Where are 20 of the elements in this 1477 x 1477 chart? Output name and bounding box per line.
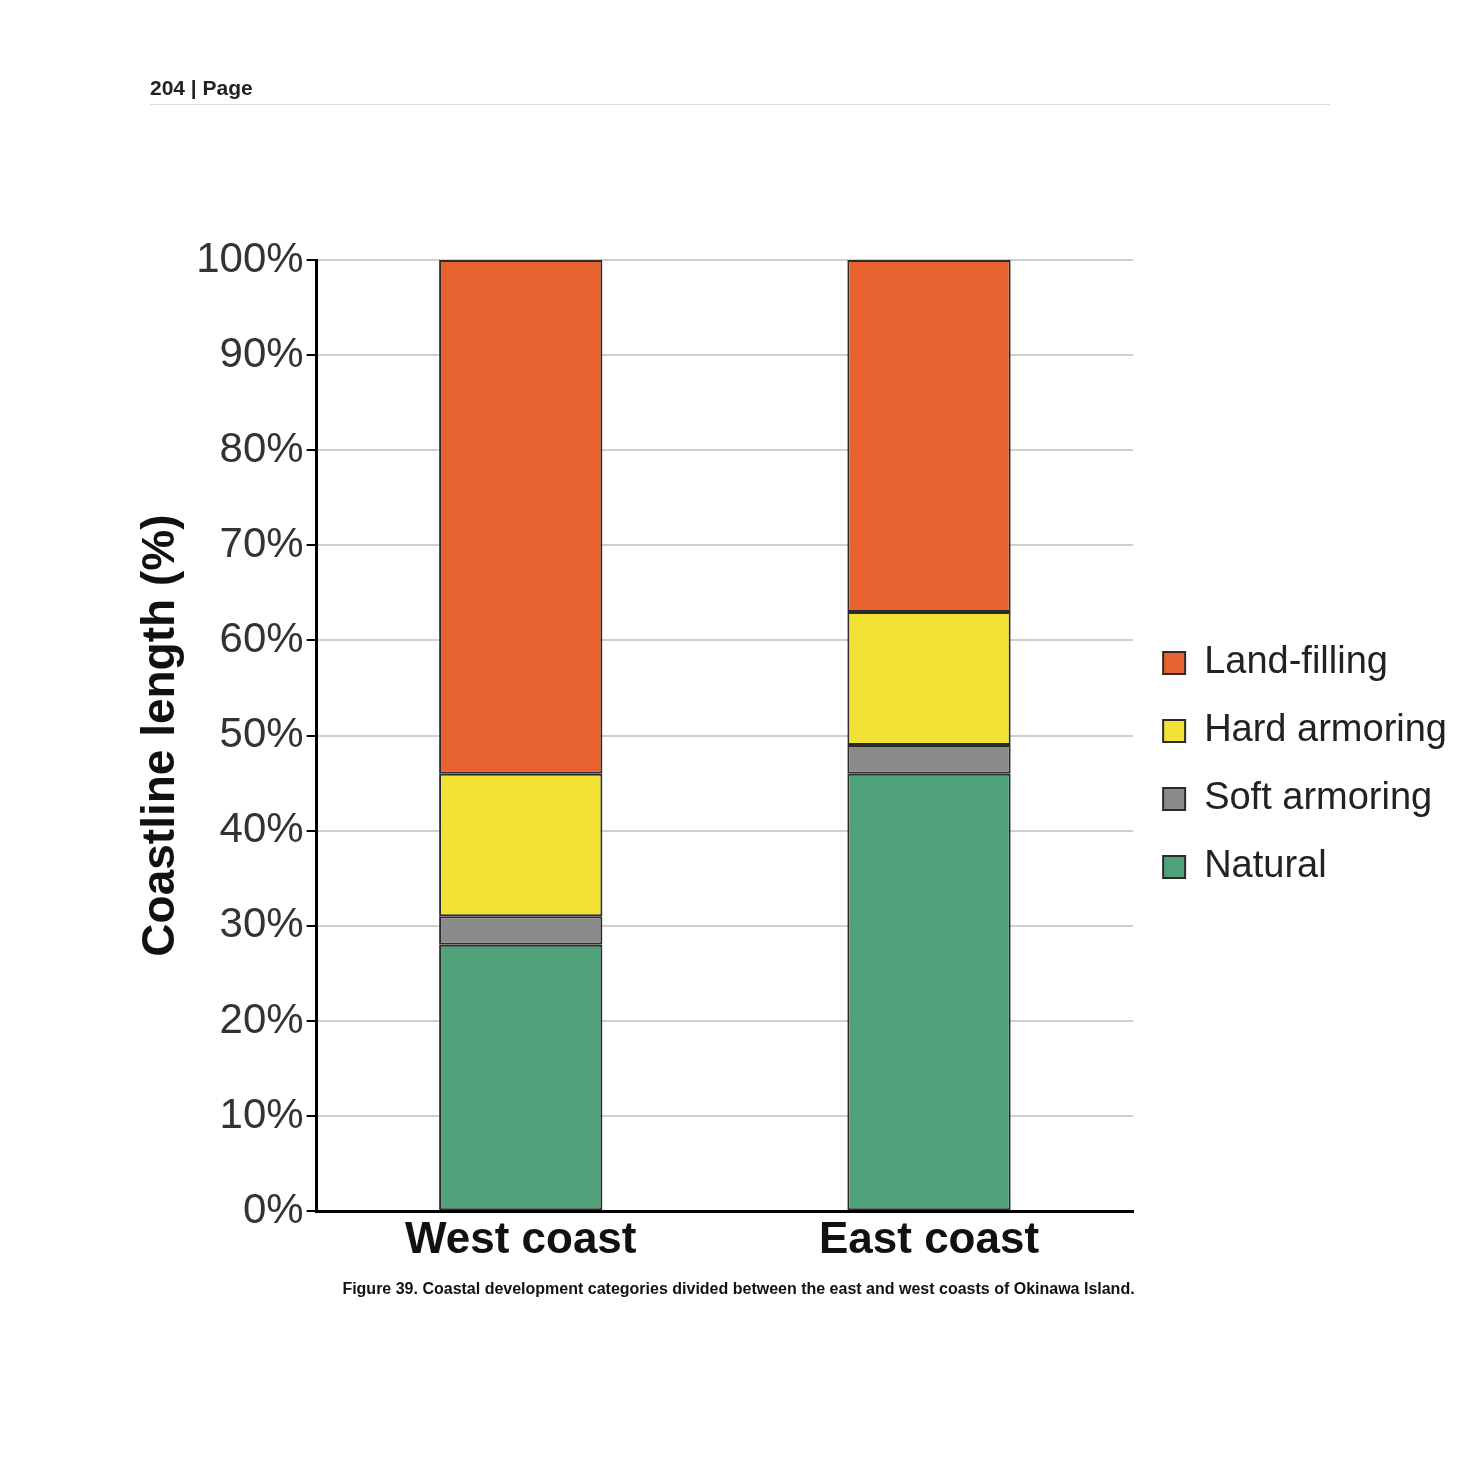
text: 204 | Page: [150, 76, 1330, 105]
y-tick-label: 100%: [196, 233, 304, 281]
x-tick-label: East coast: [818, 1212, 1040, 1262]
y-axis-title: Coastline length (%): [132, 514, 185, 957]
x-tick-label: West coast: [405, 1212, 637, 1262]
legend-label: Land-filling: [1204, 639, 1388, 682]
y-tick-label: 20%: [219, 994, 304, 1042]
legend-label: Natural: [1204, 843, 1327, 886]
y-tick-label: 80%: [219, 423, 304, 471]
caption: Figure 39. Coastal development categories divided between the east and west coasts of Okinawa Island.: [341, 1280, 1136, 1298]
y-tick-label: 10%: [219, 1089, 304, 1137]
y-tick-label: 90%: [219, 328, 304, 376]
legend-label: Hard armoring: [1204, 707, 1448, 750]
y-tick-label: 30%: [219, 899, 304, 947]
y-tick-label: 40%: [219, 804, 304, 852]
y-tick-label: 60%: [219, 614, 304, 662]
y-tick-label: 50%: [219, 709, 304, 757]
legend-label: Soft armoring: [1204, 775, 1433, 818]
y-tick-label: 0%: [242, 1184, 304, 1232]
y-tick-label: 70%: [219, 518, 304, 566]
